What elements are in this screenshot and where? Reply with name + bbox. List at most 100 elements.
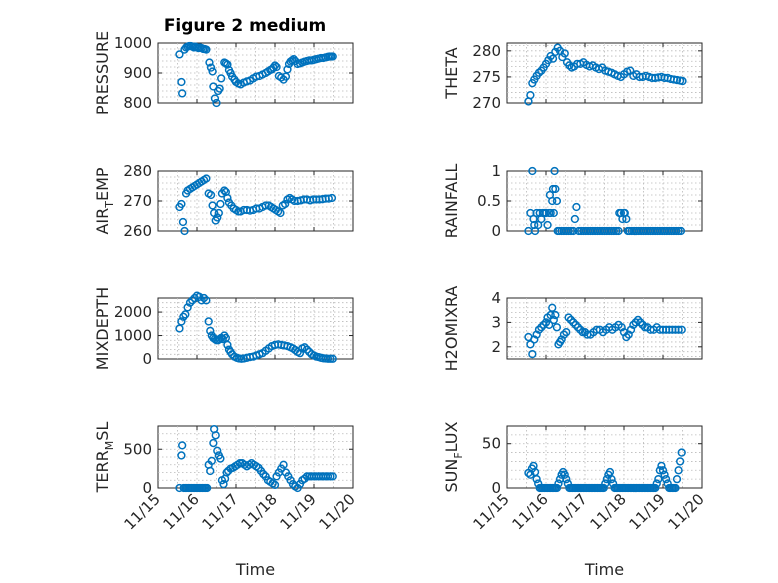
data-point bbox=[652, 479, 661, 488]
y-axis-label-main: THETA bbox=[442, 47, 461, 99]
data-point bbox=[677, 325, 686, 334]
data-point bbox=[185, 298, 195, 307]
data-point bbox=[530, 335, 539, 344]
data-point bbox=[216, 199, 225, 209]
y-tick-label: 270 bbox=[123, 192, 152, 210]
data-point bbox=[197, 296, 206, 305]
y-axis-label-main: PRESSURE bbox=[93, 31, 112, 115]
y-axis-label: TERRMSL bbox=[93, 422, 116, 494]
data-point bbox=[534, 325, 544, 334]
data-point bbox=[202, 45, 211, 54]
h2omixra-panel: 2 3 4 H2OMIXRA bbox=[442, 286, 703, 372]
data-point bbox=[178, 89, 187, 98]
y-tick-label: 500 bbox=[123, 440, 152, 458]
data-point bbox=[566, 315, 576, 325]
y-tick-label: 260 bbox=[123, 222, 152, 240]
data-point bbox=[539, 320, 548, 329]
y-tick-label: 2000 bbox=[114, 303, 152, 321]
data-point bbox=[327, 193, 337, 203]
data-point bbox=[570, 214, 580, 224]
data-point bbox=[546, 208, 555, 218]
data-point bbox=[559, 330, 569, 339]
y-axis-label: SUNFLUX bbox=[442, 421, 465, 492]
y-tick-label: 275 bbox=[472, 68, 501, 86]
data-point bbox=[270, 61, 280, 70]
y-axis-label: RAINFALL bbox=[442, 164, 461, 239]
data-point bbox=[544, 320, 554, 329]
data-point bbox=[572, 202, 581, 212]
data-point bbox=[217, 74, 226, 83]
data-point bbox=[212, 98, 221, 108]
data-point bbox=[221, 59, 231, 68]
data-point bbox=[188, 296, 197, 305]
theta-panel: 270 275 280 THETA bbox=[442, 42, 703, 112]
data-point bbox=[526, 340, 535, 349]
y-axis-label-main: RAINFALL bbox=[442, 164, 461, 239]
data-point bbox=[622, 332, 631, 342]
data-point bbox=[215, 84, 224, 93]
y-tick-label: 800 bbox=[123, 94, 152, 112]
data-point bbox=[543, 220, 552, 230]
data-point bbox=[178, 441, 187, 450]
data-point bbox=[216, 454, 225, 463]
data-point bbox=[209, 438, 218, 448]
data-point bbox=[544, 56, 553, 65]
y-axis-label-subscript: M bbox=[103, 441, 116, 451]
data-point bbox=[223, 193, 232, 203]
data-point bbox=[259, 469, 268, 479]
data-point bbox=[210, 94, 220, 103]
x-tick-label: 11/19 bbox=[626, 490, 669, 533]
data-point bbox=[676, 226, 686, 236]
data-point bbox=[532, 474, 541, 484]
data-point bbox=[678, 76, 687, 86]
y-tick-label: 270 bbox=[472, 94, 501, 112]
terr-msl-panel: 050011/1511/1611/1711/1811/1911/20TimeTE… bbox=[93, 422, 359, 579]
data-point bbox=[528, 349, 537, 359]
y-tick-label: 3 bbox=[491, 313, 501, 331]
data-point bbox=[199, 293, 209, 303]
data-point bbox=[655, 466, 665, 475]
data-point bbox=[202, 296, 211, 305]
data-point bbox=[672, 474, 682, 484]
y-tick-label: 2 bbox=[491, 338, 501, 356]
data-point bbox=[300, 474, 309, 483]
data-point bbox=[541, 208, 551, 218]
data-point bbox=[207, 456, 216, 466]
data-point bbox=[631, 318, 640, 327]
data-point bbox=[175, 50, 184, 59]
data-point bbox=[269, 63, 278, 72]
y-tick-label: 0 bbox=[491, 479, 501, 497]
data-point bbox=[223, 340, 232, 350]
data-point bbox=[214, 208, 223, 218]
data-point bbox=[206, 326, 215, 335]
data-point bbox=[206, 466, 215, 476]
y-axis-label: H2OMIXRA bbox=[442, 286, 461, 372]
y-axis-label-tail: SL bbox=[93, 422, 112, 441]
y-tick-label: 0 bbox=[491, 222, 501, 240]
data-point bbox=[607, 474, 616, 484]
data-point bbox=[270, 480, 280, 490]
data-point bbox=[551, 184, 560, 194]
data-point bbox=[204, 317, 213, 326]
data-point bbox=[651, 483, 660, 493]
y-tick-label: 1000 bbox=[114, 327, 152, 345]
data-point bbox=[654, 474, 663, 484]
data-point bbox=[190, 293, 199, 303]
data-point bbox=[261, 201, 270, 210]
data-point bbox=[551, 47, 560, 57]
data-point bbox=[219, 479, 228, 489]
data-point bbox=[220, 186, 229, 195]
data-point bbox=[548, 196, 557, 206]
data-point bbox=[554, 479, 563, 488]
data-point bbox=[617, 323, 626, 332]
y-axis-label: PRESSURE bbox=[93, 31, 112, 115]
data-point bbox=[179, 312, 188, 321]
x-tick-label: 11/18 bbox=[587, 490, 630, 533]
data-point bbox=[629, 320, 638, 329]
data-point bbox=[279, 460, 288, 469]
data-point bbox=[213, 446, 222, 455]
x-tick-label: 11/16 bbox=[160, 490, 203, 533]
data-point bbox=[206, 63, 216, 72]
data-point bbox=[636, 318, 645, 327]
data-point bbox=[213, 213, 222, 222]
